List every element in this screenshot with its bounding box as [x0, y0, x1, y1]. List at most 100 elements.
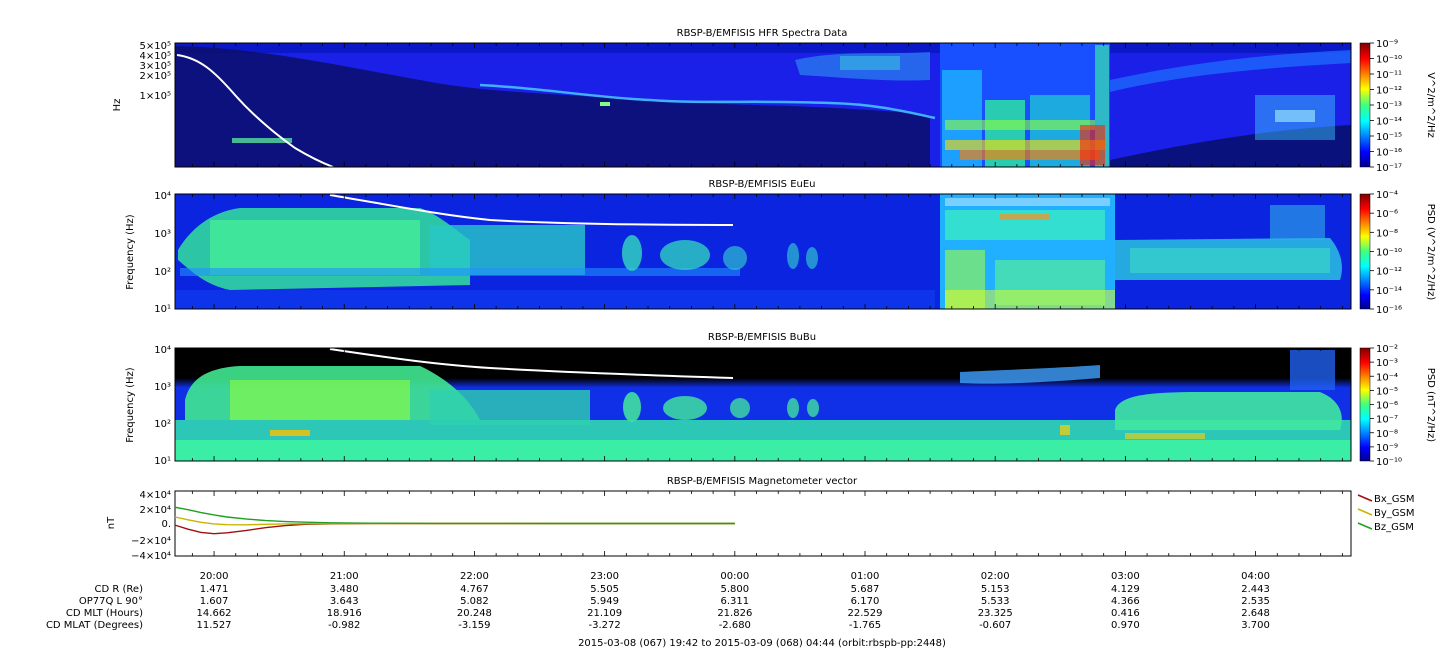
hfr-colorbar-ticks: 10⁻⁹ 10⁻¹⁰ 10⁻¹¹ 10⁻¹² 10⁻¹³ 10⁻¹⁴ 10⁻¹⁵ 10⁻¹⁶ 1…	[1370, 39, 1402, 174]
legend-by-label: By_GSM	[1374, 508, 1415, 519]
colorbar-tick-label: 10⁻⁹	[1376, 443, 1398, 454]
legend-by-swatch	[1357, 508, 1373, 516]
ephemeris-value: 1.471	[200, 584, 229, 595]
colorbar-tick-label: 10⁻⁴	[1376, 190, 1398, 201]
hfr-ytick-4e5: 4×10⁵	[140, 51, 171, 62]
eueu-title: RBSP-B/EMFISIS EuEu	[708, 179, 815, 190]
colorbar-tick-label: 10⁻¹⁰	[1376, 248, 1402, 259]
ephemeris-value: 14.662	[197, 608, 232, 619]
ephemeris-value: 5.533	[981, 596, 1010, 607]
mag-title: RBSP-B/EMFISIS Magnetometer vector	[667, 476, 858, 487]
mag-ytick-4e4: 4×10⁴	[140, 490, 171, 501]
eueu-ytick-1e2: 10²	[154, 267, 171, 278]
time-tick-label: 23:00	[590, 571, 619, 582]
ephemeris-value: 3.480	[330, 584, 359, 595]
bubu-colorbar-ticks: 10⁻² 10⁻³ 10⁻⁴ 10⁻⁵ 10⁻⁶ 10⁻⁷ 10⁻⁸ 10⁻⁹ 10⁻¹⁰	[1370, 344, 1402, 468]
colorbar-tick-label: 10⁻⁹	[1376, 39, 1398, 50]
time-tick-label: 22:00	[460, 571, 489, 582]
ephemeris-value: 5.949	[590, 596, 619, 607]
hfr-panel: RBSP-B/EMFISIS HFR Spectra Data	[112, 28, 1436, 174]
colorbar-tick-label: 10⁻¹⁰	[1376, 55, 1402, 66]
time-tick-label: 01:00	[851, 571, 880, 582]
ephemeris-value: 1.607	[200, 596, 229, 607]
ephemeris-value: -3.272	[588, 620, 620, 631]
hfr-ytick-5e5: 5×10⁵	[140, 41, 171, 52]
colorbar-tick-label: 10⁻⁸	[1376, 429, 1398, 440]
colorbar-tick-label: 10⁻¹²	[1376, 86, 1402, 97]
mag-legend: Bx_GSM By_GSM Bz_GSM	[1357, 494, 1415, 533]
mag-ytick-neg4e4: −4×10⁴	[131, 551, 171, 562]
mag-ytick-0: 0.	[161, 519, 171, 530]
colorbar-tick-label: 10⁻¹⁴	[1376, 286, 1402, 297]
legend-bz-swatch	[1357, 522, 1373, 530]
ephemeris-value: 22.529	[848, 608, 883, 619]
ephemeris-value: 6.311	[720, 596, 749, 607]
ephemeris-values: 1.4711.60714.66211.5273.4803.64318.916-0…	[197, 584, 1270, 631]
colorbar-tick-label: 10⁻⁶	[1376, 209, 1398, 220]
ephemeris-value: 23.325	[978, 608, 1013, 619]
hfr-white-trace	[176, 54, 334, 168]
colorbar-tick-label: 10⁻¹⁶	[1376, 148, 1402, 159]
ephemeris-value: 2.443	[1241, 584, 1270, 595]
bubu-ytick-1e2: 10²	[154, 419, 171, 430]
bubu-ytick-1e1: 10¹	[154, 456, 171, 467]
ephemeris-value: 0.416	[1111, 608, 1140, 619]
colorbar-tick-label: 10⁻¹⁷	[1376, 163, 1402, 174]
colorbar-tick-label: 10⁻⁷	[1376, 415, 1398, 426]
ephemeris-value: 21.826	[717, 608, 752, 619]
time-axis-ticks	[191, 43, 1343, 556]
ephemeris-value: 0.970	[1111, 620, 1140, 631]
ephemeris-value: 5.800	[720, 584, 749, 595]
ephemeris-value: -1.765	[849, 620, 881, 631]
colorbar-tick-label: 10⁻¹²	[1376, 267, 1402, 278]
time-tick-label: 04:00	[1241, 571, 1270, 582]
hfr-features	[175, 43, 1351, 167]
mag-series-lines	[174, 506, 735, 535]
bubu-white-trace	[329, 348, 734, 379]
time-tick-label: 02:00	[981, 571, 1010, 582]
mag-panel: RBSP-B/EMFISIS Magnetometer vector nT 4×…	[106, 476, 1415, 562]
ephemeris-value: 3.643	[330, 596, 359, 607]
bubu-frame	[174, 347, 1352, 462]
bubu-ylabel: Frequency (Hz)	[125, 367, 136, 443]
ephem-label-cd-r: CD R (Re)	[95, 584, 144, 595]
hfr-colorbar-label: V^2/m^2/Hz	[1425, 72, 1436, 138]
colorbar-tick-label: 10⁻²	[1376, 344, 1398, 355]
ephem-label-l: OP77Q L 90°	[79, 596, 143, 607]
ephemeris-value: 2.535	[1241, 596, 1270, 607]
mag-ylabel: nT	[106, 516, 117, 529]
time-range-footer: 2015-03-08 (067) 19:42 to 2015-03-09 (06…	[578, 638, 946, 649]
eueu-colorbar-ticks: 10⁻⁴ 10⁻⁶ 10⁻⁸ 10⁻¹⁰ 10⁻¹² 10⁻¹⁴ 10⁻¹⁶	[1370, 190, 1402, 316]
ephemeris-value: -0.607	[979, 620, 1011, 631]
bubu-title: RBSP-B/EMFISIS BuBu	[708, 332, 816, 343]
eueu-ytick-1e3: 10³	[154, 229, 171, 240]
hfr-title: RBSP-B/EMFISIS HFR Spectra Data	[677, 28, 848, 39]
ephemeris-value: 2.648	[1241, 608, 1270, 619]
ephemeris-value: 5.082	[460, 596, 489, 607]
eueu-frame	[174, 193, 1352, 310]
colorbar-tick-label: 10⁻¹³	[1376, 101, 1402, 112]
time-tick-label: 20:00	[200, 571, 229, 582]
hfr-ytick-1e5: 1×10⁵	[140, 91, 171, 102]
colorbar-tick-label: 10⁻⁸	[1376, 228, 1398, 239]
eueu-colorbar-label: PSD (V^2/m^2/Hz)	[1425, 204, 1436, 301]
ephemeris-value: 5.505	[590, 584, 619, 595]
ephemeris-value: 4.366	[1111, 596, 1140, 607]
mag-ytick-neg2e4: −2×10⁴	[131, 536, 171, 547]
hfr-ylabel: Hz	[112, 99, 123, 112]
colorbar-tick-label: 10⁻⁶	[1376, 401, 1398, 412]
hfr-frame	[174, 42, 1352, 168]
eueu-features	[175, 194, 1342, 309]
ephemeris-value: 11.527	[197, 620, 232, 631]
legend-bz-label: Bz_GSM	[1374, 522, 1414, 533]
bubu-features	[175, 348, 1351, 461]
ephemeris-labels: CD R (Re) OP77Q L 90° CD MLT (Hours) CD …	[46, 584, 143, 631]
legend-bx-swatch	[1357, 494, 1373, 502]
ephemeris-value: 21.109	[587, 608, 622, 619]
ephemeris-value: 5.153	[981, 584, 1010, 595]
time-tick-label: 21:00	[330, 571, 359, 582]
hfr-ytick-3e5: 3×10⁵	[140, 61, 171, 72]
bubu-panel: RBSP-B/EMFISIS BuBu Frequency (Hz) 10⁴	[125, 332, 1436, 468]
eueu-panel: RBSP-B/EMFISIS EuEu Frequency	[125, 179, 1436, 316]
